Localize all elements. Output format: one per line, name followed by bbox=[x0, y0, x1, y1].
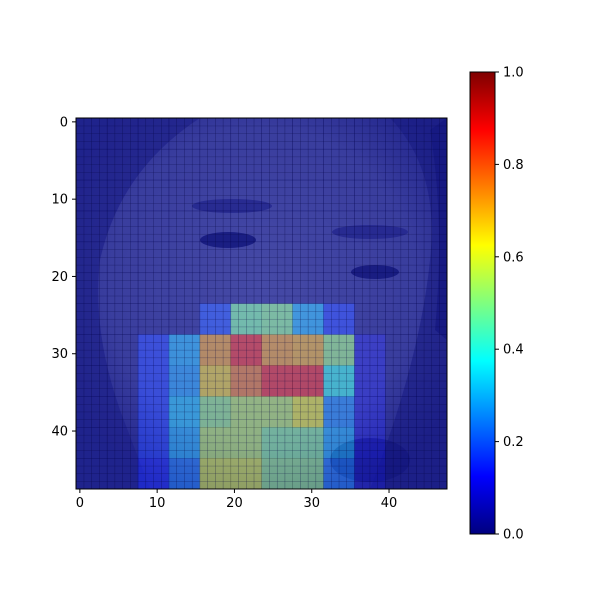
y-tick-label: 30 bbox=[51, 347, 68, 362]
colorbar-ticks: 0.0 0.2 0.4 0.6 0.8 1.0 bbox=[495, 66, 524, 543]
y-tick-label: 40 bbox=[51, 425, 68, 440]
x-tick-label: 30 bbox=[303, 496, 320, 511]
colorbar-frame bbox=[469, 71, 496, 535]
colorbar-tick-label: 0.2 bbox=[503, 435, 524, 450]
y-tick-label: 0 bbox=[60, 115, 68, 130]
plot-area bbox=[76, 118, 447, 489]
x-tick-label: 0 bbox=[76, 496, 84, 511]
x-tick-label: 20 bbox=[226, 496, 243, 511]
colorbar-tick-label: 0.0 bbox=[503, 528, 524, 543]
axes-frame bbox=[75, 117, 448, 490]
colorbar-tick-label: 1.0 bbox=[503, 66, 524, 81]
x-axis-ticks: 0 10 20 30 40 bbox=[76, 489, 398, 511]
x-tick-label: 40 bbox=[381, 496, 398, 511]
y-tick-label: 10 bbox=[51, 193, 68, 208]
colorbar-tick-label: 0.8 bbox=[503, 158, 524, 173]
colorbar: 0.0 0.2 0.4 0.6 0.8 1.0 bbox=[469, 66, 524, 543]
y-axis-ticks: 0 10 20 30 40 bbox=[51, 115, 76, 440]
pixel-grid bbox=[76, 118, 447, 489]
colorbar-tick-label: 0.4 bbox=[503, 343, 524, 358]
colorbar-fill bbox=[470, 72, 495, 534]
x-tick-label: 10 bbox=[149, 496, 166, 511]
y-tick-label: 20 bbox=[51, 270, 68, 285]
colorbar-tick-label: 0.6 bbox=[503, 250, 524, 265]
